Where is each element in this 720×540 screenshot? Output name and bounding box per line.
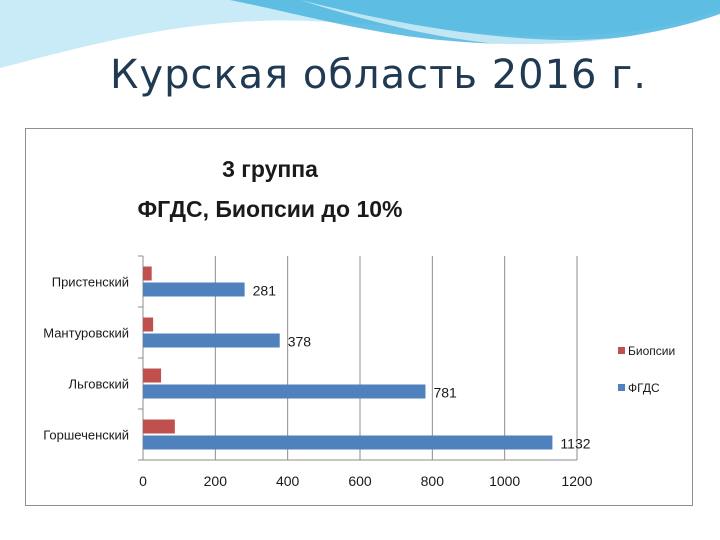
legend-swatch [618,384,625,391]
bar-biopsy [143,317,154,332]
x-tick-label: 1000 [489,473,520,489]
chart-frame: 3 группа ФГДС, Биопсии до 10% 0 200 400 600 80… [25,128,693,506]
slide-title: Курская область 2016 г. [110,52,647,98]
legend-label: Биопсии [628,344,675,358]
bar-fgds [143,333,280,348]
data-label-fgds: 781 [433,385,457,401]
bar-fgds [143,384,426,399]
chart-title-line-2: ФГДС, Биопсии до 10% [137,196,402,222]
x-tick-label: 400 [276,473,300,489]
banner-wave-highlight [300,0,720,49]
category-label: Горшеченский [43,428,129,443]
x-tick-label: 1200 [561,473,592,489]
bar-fgds [143,282,245,297]
bar-biopsy [143,266,152,281]
bar-fgds [143,435,553,450]
category-label: Пристенский [52,275,129,290]
category-label: Льговский [69,377,129,392]
data-label-fgds: 1132 [560,436,590,452]
data-label-fgds: 378 [288,334,312,350]
x-tick-label: 600 [348,473,372,489]
x-tick-label: 0 [139,473,147,489]
category-label: Мантуровский [43,326,129,341]
legend-label: ФГДС [628,381,660,395]
x-tick-label: 800 [421,473,445,489]
banner-wave-dark [230,0,720,45]
x-tick-label: 200 [204,473,228,489]
bar-biopsy [143,419,175,434]
header-banner [0,0,720,68]
bar-chart: 3 группа ФГДС, Биопсии до 10% 0 200 400 600 80… [43,156,675,489]
chart-title-line-1: 3 группа [222,156,318,182]
bar-biopsy [143,368,162,383]
data-label-fgds: 281 [253,283,277,299]
legend-swatch [618,347,625,354]
